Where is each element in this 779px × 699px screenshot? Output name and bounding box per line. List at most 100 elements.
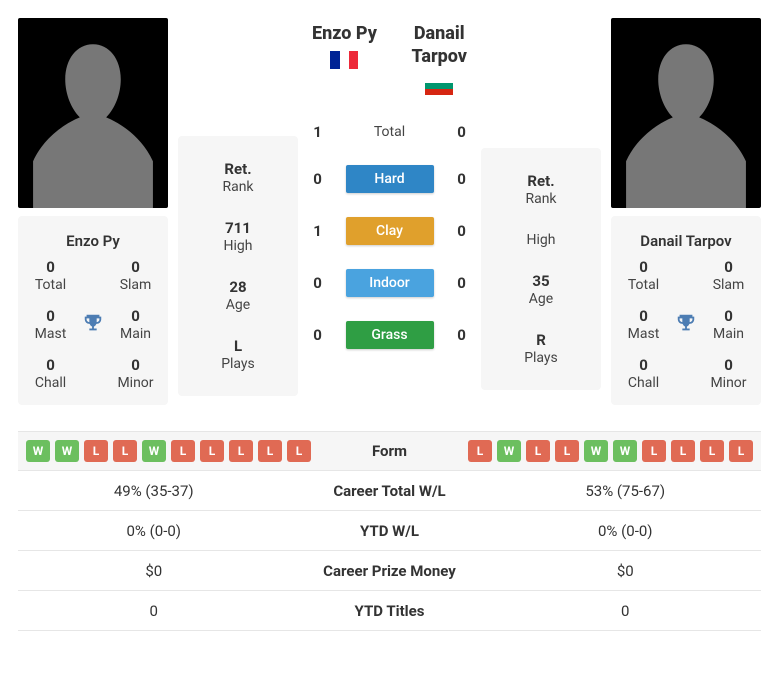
compare-right: 53% (75-67) [490, 474, 762, 508]
compare-row: 0YTD Titles0 [18, 591, 761, 631]
form-chip: W [613, 440, 637, 462]
h2h-left-value: 0 [310, 170, 326, 188]
h2h-left-value: 1 [310, 222, 326, 240]
compare-label: YTD W/L [290, 514, 490, 548]
h2h-row: 0 Hard 0 [310, 165, 470, 193]
titles-mast: 0Mast [615, 307, 672, 342]
silhouette-icon [611, 18, 761, 208]
trophy-icon [79, 312, 107, 338]
h2h-row: 1Clay0 [310, 217, 470, 245]
player-photo-right [611, 18, 761, 208]
titles-chall: 0Chall [615, 356, 672, 391]
h2h-surface-label: Hard [346, 165, 434, 193]
h2h-row: 0 Indoor 0 [310, 269, 470, 297]
form-chip: L [671, 440, 695, 462]
form-chip: W [584, 440, 608, 462]
left-column: Enzo Py 0Total 0Slam 0Mast 0Main 0Chall … [18, 18, 168, 405]
compare-label: Career Total W/L [290, 474, 490, 508]
titles-total: 0Total [22, 258, 79, 293]
info-high: 711High [182, 207, 294, 266]
header-name-right: Danail Tarpov [411, 22, 467, 95]
player-card-left: Enzo Py 0Total 0Slam 0Mast 0Main 0Chall … [18, 216, 168, 405]
titles-main: 0Main [700, 307, 757, 342]
info-rank: Ret.Rank [485, 160, 597, 219]
form-chip: L [700, 440, 724, 462]
compare-label: Form [315, 434, 464, 468]
h2h-right-value: 0 [454, 274, 470, 292]
compare-left: 0 [18, 594, 290, 628]
right-column: Danail Tarpov 0Total 0Slam 0Mast 0Main 0… [611, 18, 761, 405]
titles-mast: 0Mast [22, 307, 79, 342]
info-rank: Ret.Rank [182, 148, 294, 207]
form-chip: L [642, 440, 666, 462]
titles-minor: 0Minor [700, 356, 757, 391]
compare-right: 0% (0-0) [490, 514, 762, 548]
compare-label: Career Prize Money [290, 554, 490, 588]
info-card-right: Ret.Rank High 35Age RPlays [481, 148, 601, 390]
titles-minor: 0Minor [107, 356, 164, 391]
info-plays: RPlays [485, 319, 597, 378]
compare-right: 0 [490, 594, 762, 628]
compare-table: WWLLWLLLLLFormLWLLWWLLLL49% (35-37)Caree… [18, 431, 761, 631]
flag-bulgaria-icon [425, 77, 453, 95]
compare-left: WWLLWLLLLL [18, 432, 315, 470]
silhouette-icon [18, 18, 168, 208]
form-chip: L [171, 440, 195, 462]
compare-left: 0% (0-0) [18, 514, 290, 548]
compare-row: 0% (0-0)YTD W/L0% (0-0) [18, 511, 761, 551]
h2h-table: 1Total00Hard01Clay00Indoor00Grass0 [308, 123, 471, 349]
h2h-right-value: 0 [454, 123, 470, 141]
titles-chall: 0Chall [22, 356, 79, 391]
form-chip: L [555, 440, 579, 462]
form-chip: W [55, 440, 79, 462]
player-card-right: Danail Tarpov 0Total 0Slam 0Mast 0Main 0… [611, 216, 761, 405]
titles-total: 0Total [615, 258, 672, 293]
info-plays: LPlays [182, 325, 294, 384]
compare-left: 49% (35-37) [18, 474, 290, 508]
form-chip: L [287, 440, 311, 462]
h2h-surface-label: Indoor [346, 269, 434, 297]
form-chip: W [497, 440, 521, 462]
form-chip: L [526, 440, 550, 462]
titles-main: 0Main [107, 307, 164, 342]
h2h-left-value: 0 [310, 274, 326, 292]
player-card-name: Danail Tarpov [615, 226, 757, 258]
info-age: 28Age [182, 266, 294, 325]
titles-slam: 0Slam [107, 258, 164, 293]
compare-row: WWLLWLLLLLFormLWLLWWLLLL [18, 431, 761, 471]
form-chip: L [113, 440, 137, 462]
center-block: Enzo Py Danail Tarpov 1Total00Hard01Clay… [308, 18, 471, 349]
compare-row: 49% (35-37)Career Total W/L53% (75-67) [18, 471, 761, 511]
h2h-left-value: 1 [310, 123, 326, 141]
top-row: Enzo Py 0Total 0Slam 0Mast 0Main 0Chall … [18, 18, 761, 405]
form-chips-left: WWLLWLLLLL [22, 440, 311, 462]
info-age: 35Age [485, 260, 597, 319]
form-chip: L [229, 440, 253, 462]
form-chip: L [729, 440, 753, 462]
compare-right: LWLLWWLLLL [464, 432, 761, 470]
h2h-surface-label: Grass [346, 321, 434, 349]
info-high: High [485, 219, 597, 260]
compare-left: $0 [18, 554, 290, 588]
form-chip: L [468, 440, 492, 462]
form-chip: L [258, 440, 282, 462]
player-card-name: Enzo Py [22, 226, 164, 258]
h2h-row: 0 Grass 0 [310, 321, 470, 349]
titles-slam: 0Slam [700, 258, 757, 293]
h2h-right-value: 0 [454, 222, 470, 240]
h2h-right-value: 0 [454, 326, 470, 344]
compare-label: YTD Titles [290, 594, 490, 628]
form-chip: W [142, 440, 166, 462]
form-chip: L [84, 440, 108, 462]
compare-right: $0 [490, 554, 762, 588]
flag-france-icon [330, 51, 358, 69]
h2h-row: 1 Total 0 [310, 123, 470, 141]
h2h-right-value: 0 [454, 170, 470, 188]
h2h-left-value: 0 [310, 326, 326, 344]
form-chips-right: LWLLWWLLLL [468, 440, 757, 462]
compare-row: $0Career Prize Money$0 [18, 551, 761, 591]
h2h-surface-label: Total [346, 124, 434, 140]
form-chip: W [26, 440, 50, 462]
info-card-left: Ret.Rank 711High 28Age LPlays [178, 136, 298, 396]
form-chip: L [200, 440, 224, 462]
